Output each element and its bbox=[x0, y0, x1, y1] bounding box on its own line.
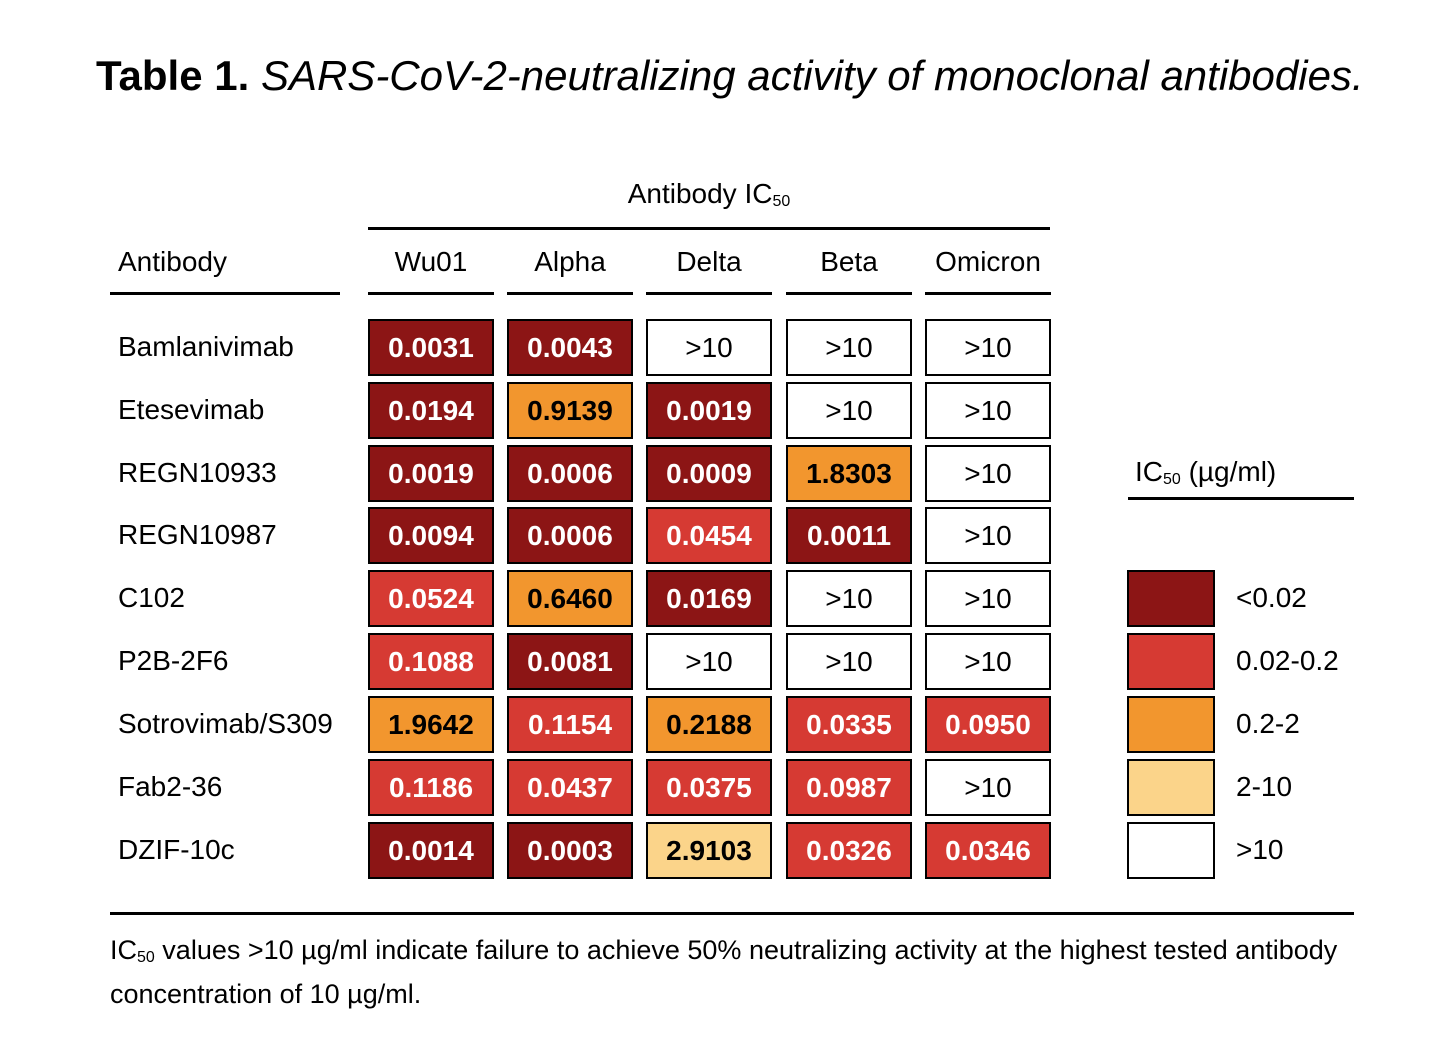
legend-swatch bbox=[1127, 696, 1215, 753]
legend-swatch bbox=[1127, 570, 1215, 627]
legend-label: 2-10 bbox=[1236, 771, 1293, 802]
ic50-cell: 0.0524 bbox=[368, 570, 494, 627]
ic50-cell: 0.0019 bbox=[646, 382, 772, 439]
table-title-text: SARS-CoV-2-neutralizing activity of mono… bbox=[260, 52, 1364, 99]
ic50-cell: >10 bbox=[925, 319, 1051, 376]
ic50-cell: 0.6460 bbox=[507, 570, 633, 627]
row-label: REGN10987 bbox=[118, 519, 277, 550]
column-header-omicron: Omicron bbox=[935, 246, 1041, 277]
row-label: REGN10933 bbox=[118, 457, 277, 488]
row-label: P2B-2F6 bbox=[118, 645, 229, 676]
row-label: C102 bbox=[118, 582, 185, 613]
column-header-rule bbox=[507, 292, 633, 295]
ic50-cell: 0.0346 bbox=[925, 822, 1051, 879]
ic50-cell: 0.0437 bbox=[507, 759, 633, 816]
group-header-sub: 50 bbox=[772, 193, 791, 210]
column-header-rule bbox=[786, 292, 912, 295]
legend-label: 0.02-0.2 bbox=[1236, 645, 1339, 676]
ic50-cell: >10 bbox=[786, 382, 912, 439]
column-header-rule bbox=[646, 292, 772, 295]
ic50-cell: 0.0326 bbox=[786, 822, 912, 879]
ic50-cell: >10 bbox=[925, 633, 1051, 690]
ic50-cell: 0.2188 bbox=[646, 696, 772, 753]
row-label: DZIF-10c bbox=[118, 834, 235, 865]
ic50-cell: 0.0011 bbox=[786, 507, 912, 564]
antibody-header-rule bbox=[110, 292, 340, 295]
footnote-text: values >10 µg/ml indicate failure to ach… bbox=[110, 935, 1338, 1009]
group-header-label: Antibody IC bbox=[627, 178, 773, 209]
footnote-rule bbox=[110, 912, 1354, 915]
ic50-cell: >10 bbox=[646, 319, 772, 376]
ic50-cell: >10 bbox=[786, 633, 912, 690]
ic50-cell: 0.1154 bbox=[507, 696, 633, 753]
row-label: Fab2-36 bbox=[118, 771, 223, 802]
group-header: Antibody IC50 bbox=[368, 178, 1050, 211]
ic50-cell: 0.0335 bbox=[786, 696, 912, 753]
ic50-cell: 0.0009 bbox=[646, 445, 772, 502]
legend-swatch bbox=[1127, 822, 1215, 879]
footnote: IC50 values >10 µg/ml indicate failure t… bbox=[110, 932, 1370, 1013]
ic50-cell: 0.0950 bbox=[925, 696, 1051, 753]
ic50-cell: 0.0043 bbox=[507, 319, 633, 376]
ic50-cell: 0.0987 bbox=[786, 759, 912, 816]
legend-title-sub: 50 bbox=[1163, 471, 1181, 488]
ic50-cell: >10 bbox=[786, 319, 912, 376]
ic50-cell: >10 bbox=[646, 633, 772, 690]
ic50-cell: 0.0003 bbox=[507, 822, 633, 879]
ic50-cell: 0.0169 bbox=[646, 570, 772, 627]
ic50-cell: 0.9139 bbox=[507, 382, 633, 439]
legend-label: <0.02 bbox=[1236, 582, 1307, 613]
ic50-cell: 0.0375 bbox=[646, 759, 772, 816]
legend-title-prefix: IC bbox=[1135, 456, 1163, 487]
legend-rule bbox=[1128, 497, 1354, 500]
ic50-cell: 0.0006 bbox=[507, 507, 633, 564]
ic50-cell: >10 bbox=[925, 382, 1051, 439]
legend-swatch bbox=[1127, 759, 1215, 816]
ic50-cell: >10 bbox=[925, 445, 1051, 502]
ic50-cell: >10 bbox=[786, 570, 912, 627]
ic50-cell: 0.1088 bbox=[368, 633, 494, 690]
ic50-cell: 0.0454 bbox=[646, 507, 772, 564]
footnote-prefix: IC bbox=[110, 935, 137, 965]
group-header-rule bbox=[368, 227, 1050, 230]
antibody-column-header: Antibody bbox=[118, 246, 227, 277]
ic50-cell: 0.1186 bbox=[368, 759, 494, 816]
legend-title: IC50 (µg/ml) bbox=[1135, 456, 1276, 489]
legend-label: >10 bbox=[1236, 834, 1284, 865]
legend-title-suffix: (µg/ml) bbox=[1180, 456, 1277, 487]
column-header-beta: Beta bbox=[820, 246, 878, 277]
ic50-cell: 0.0094 bbox=[368, 507, 494, 564]
ic50-cell: >10 bbox=[925, 570, 1051, 627]
column-header-alpha: Alpha bbox=[534, 246, 606, 277]
legend-label: 0.2-2 bbox=[1236, 708, 1300, 739]
column-header-wu01: Wu01 bbox=[394, 246, 468, 277]
row-label: Etesevimab bbox=[118, 394, 265, 425]
ic50-cell: >10 bbox=[925, 759, 1051, 816]
footnote-sub: 50 bbox=[137, 949, 155, 966]
ic50-cell: 0.0194 bbox=[368, 382, 494, 439]
legend-swatch bbox=[1127, 633, 1215, 690]
ic50-cell: 0.0019 bbox=[368, 445, 494, 502]
ic50-cell: 0.0031 bbox=[368, 319, 494, 376]
row-label: Sotrovimab/S309 bbox=[118, 708, 333, 739]
ic50-cell: 1.9642 bbox=[368, 696, 494, 753]
ic50-cell: 0.0006 bbox=[507, 445, 633, 502]
ic50-cell: 1.8303 bbox=[786, 445, 912, 502]
table-title-prefix: Table 1. bbox=[96, 52, 250, 99]
row-label: Bamlanivimab bbox=[118, 331, 294, 362]
ic50-cell: 0.0014 bbox=[368, 822, 494, 879]
ic50-cell: 2.9103 bbox=[646, 822, 772, 879]
table-title: Table 1. SARS-CoV-2-neutralizing activit… bbox=[96, 52, 1364, 100]
ic50-cell: 0.0081 bbox=[507, 633, 633, 690]
ic50-cell: >10 bbox=[925, 507, 1051, 564]
column-header-delta: Delta bbox=[676, 246, 742, 277]
column-header-rule bbox=[368, 292, 494, 295]
column-header-rule bbox=[925, 292, 1051, 295]
